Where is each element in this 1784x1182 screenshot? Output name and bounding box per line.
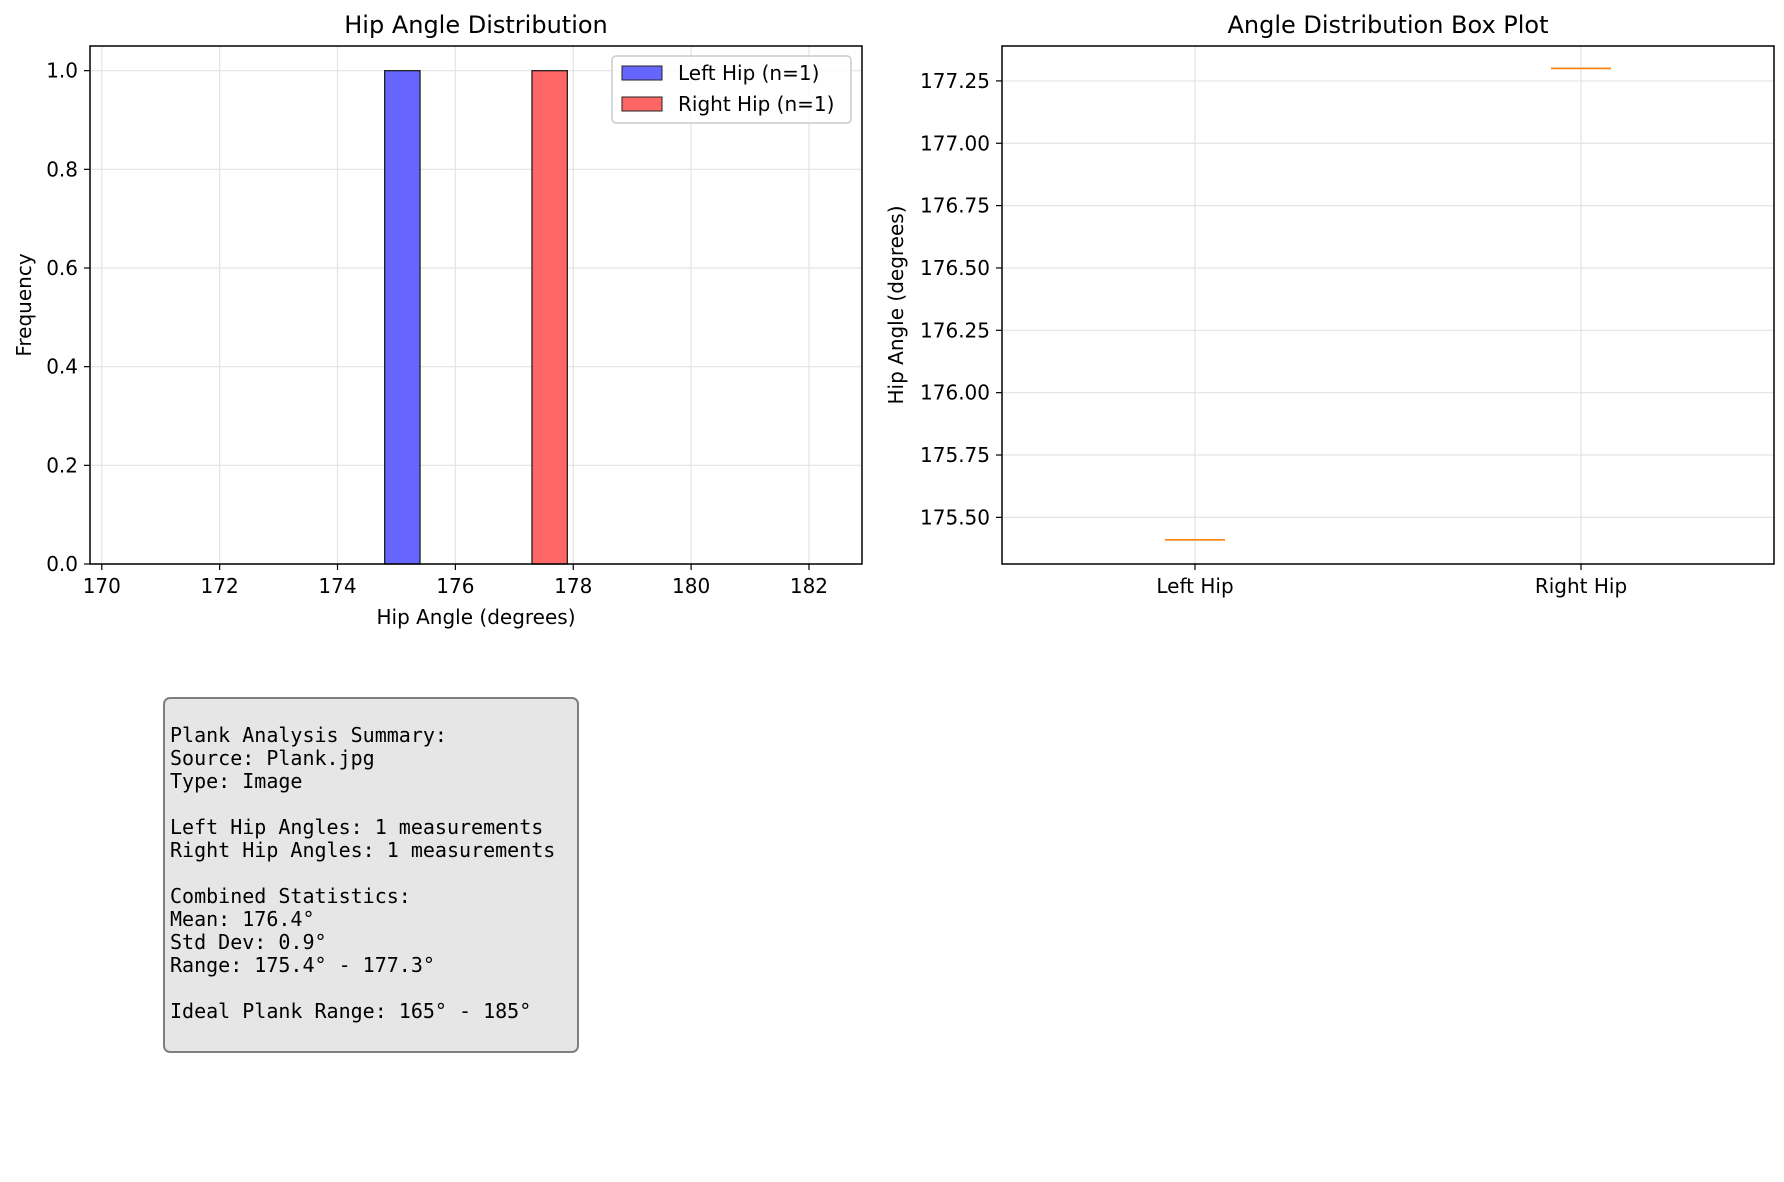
boxplot-y-tick-label: 177.00 [920,131,990,155]
histogram-x-tick-label: 176 [436,574,474,598]
histogram-bar-right-hip [531,70,568,565]
histogram-title: Hip Angle Distribution [344,11,608,39]
histogram-legend: Left Hip (n=1) Right Hip (n=1) [611,55,852,124]
histogram-x-tick-label: 182 [790,574,828,598]
boxplot-x-tick-label: Left Hip [1156,574,1233,598]
summary-textbox: Plank Analysis Summary: Source: Plank.jpg… [163,697,579,1053]
histogram-y-tick-label: 0.0 [46,552,78,576]
histogram-plot-area [90,46,862,564]
histogram-xlabel: Hip Angle (degrees) [376,605,575,629]
summary-line: Combined Statistics: [170,884,411,908]
boxplot-y-tick-label: 176.25 [920,318,990,342]
boxplot-y-tick-label: 175.75 [920,443,990,467]
histogram-x-tick-label: 180 [672,574,710,598]
histogram-frame [89,45,863,565]
summary-line: Source: Plank.jpg [170,746,375,770]
boxplot-y-tick-label: 177.25 [920,69,990,93]
summary-line [170,793,577,816]
boxplot-y-tick-label: 175.50 [920,505,990,529]
histogram-x-tick-label: 178 [554,574,592,598]
summary-line: Right Hip Angles: 1 measurements [170,838,556,862]
summary-line [170,862,577,885]
histogram-x-tick-label: 174 [318,574,356,598]
boxplot-ylabel: Hip Angle (degrees) [884,205,908,404]
summary-line: Range: 175.4° - 177.3° [170,953,435,977]
histogram-panel: 170 172 174 176 178 180 1820.00.20.40.60.81.0 … [12,11,863,629]
summary-line: Ideal Plank Range: 165° - 185° [170,999,532,1023]
histogram-x-tick-label: 172 [201,574,239,598]
histogram-bar-left-hip [384,70,421,565]
histogram-ylabel: Frequency [12,253,36,356]
summary-line: Mean: 176.4° [170,907,315,931]
boxplot-frame [1001,45,1775,565]
histogram-y-tick-label: 1.0 [46,59,78,83]
summary-line: Type: Image [170,769,303,793]
legend-swatch-right-hip [621,96,663,112]
histogram-y-tick-label: 0.4 [46,355,78,379]
legend-label-right-hip: Right Hip (n=1) [678,92,834,116]
legend-swatch-left-hip [621,65,663,81]
legend-box [611,55,852,124]
boxplot-y-tick-label: 176.75 [920,194,990,218]
boxplot-x-tick-label: Right Hip [1535,574,1627,598]
summary-line: Left Hip Angles: 1 measurements [170,815,544,839]
legend-label-left-hip: Left Hip (n=1) [678,61,819,85]
histogram-y-tick-label: 0.2 [46,453,78,477]
boxplot-plot-area [1002,46,1774,564]
boxplot-y-tick-label: 176.00 [920,381,990,405]
summary-line: Std Dev: 0.9° [170,930,327,954]
histogram-y-tick-label: 0.8 [46,157,78,181]
boxplot-panel: 175.50 175.75 176.00 176.25 176.50 176.75 177.… [884,11,1775,598]
summary-line [170,977,577,1000]
histogram-x-tick-label: 170 [83,574,121,598]
boxplot-title: Angle Distribution Box Plot [1227,11,1548,39]
boxplot-y-tick-label: 176.50 [920,256,990,280]
summary-line: Plank Analysis Summary: [170,723,447,747]
histogram-y-tick-label: 0.6 [46,256,78,280]
